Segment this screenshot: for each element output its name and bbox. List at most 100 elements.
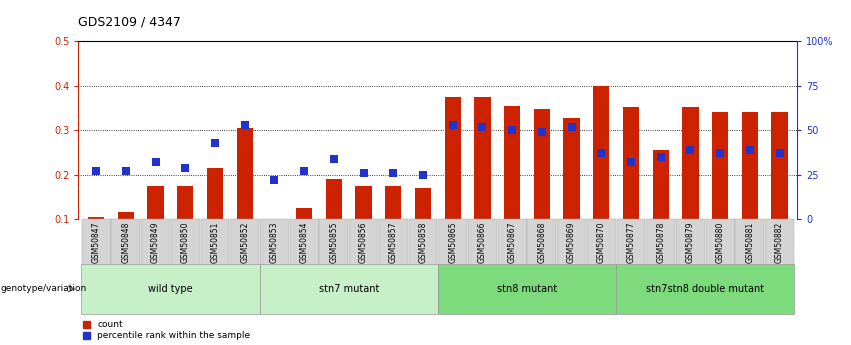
- Text: GSM50867: GSM50867: [508, 222, 517, 263]
- FancyBboxPatch shape: [616, 264, 795, 314]
- Point: [595, 150, 608, 156]
- Text: GSM50858: GSM50858: [419, 222, 427, 263]
- Text: GSM50852: GSM50852: [240, 222, 249, 263]
- Bar: [712, 111, 728, 264]
- Bar: [623, 107, 639, 264]
- FancyBboxPatch shape: [705, 219, 734, 276]
- FancyBboxPatch shape: [349, 219, 378, 276]
- FancyBboxPatch shape: [646, 219, 675, 276]
- Text: GSM50851: GSM50851: [210, 222, 220, 263]
- Point: [476, 124, 489, 129]
- Point: [238, 122, 252, 128]
- Bar: [356, 186, 372, 264]
- FancyBboxPatch shape: [141, 219, 170, 276]
- FancyBboxPatch shape: [111, 219, 140, 276]
- Point: [683, 147, 697, 152]
- Bar: [296, 208, 312, 264]
- Bar: [207, 168, 223, 264]
- Text: GSM50879: GSM50879: [686, 222, 695, 263]
- Bar: [117, 213, 134, 264]
- FancyBboxPatch shape: [201, 219, 230, 276]
- Text: GSM50869: GSM50869: [567, 222, 576, 263]
- Text: GSM50847: GSM50847: [92, 222, 100, 263]
- FancyBboxPatch shape: [557, 219, 586, 276]
- Point: [267, 177, 281, 183]
- Text: GSM50854: GSM50854: [300, 222, 309, 263]
- FancyBboxPatch shape: [379, 219, 408, 276]
- Text: GSM50882: GSM50882: [775, 222, 784, 263]
- FancyBboxPatch shape: [289, 219, 318, 276]
- Text: GSM50856: GSM50856: [359, 222, 368, 263]
- FancyBboxPatch shape: [82, 219, 111, 276]
- FancyBboxPatch shape: [171, 219, 200, 276]
- Bar: [771, 111, 788, 264]
- Text: GDS2109 / 4347: GDS2109 / 4347: [78, 16, 181, 29]
- Point: [713, 150, 727, 156]
- Text: GSM50878: GSM50878: [656, 222, 665, 263]
- Point: [179, 165, 192, 170]
- Point: [743, 147, 757, 152]
- FancyBboxPatch shape: [617, 219, 645, 276]
- Text: GSM50877: GSM50877: [626, 222, 636, 263]
- Point: [505, 128, 519, 133]
- Text: GSM50880: GSM50880: [716, 222, 725, 263]
- Point: [89, 168, 103, 174]
- Point: [327, 156, 340, 161]
- Text: GSM50853: GSM50853: [270, 222, 279, 263]
- Bar: [563, 118, 580, 264]
- Point: [624, 159, 637, 165]
- Text: GSM50849: GSM50849: [151, 222, 160, 263]
- Bar: [504, 106, 520, 264]
- Text: stn8 mutant: stn8 mutant: [497, 284, 557, 294]
- FancyBboxPatch shape: [437, 264, 616, 314]
- FancyBboxPatch shape: [260, 264, 437, 314]
- FancyBboxPatch shape: [528, 219, 557, 276]
- Bar: [177, 186, 193, 264]
- Point: [535, 129, 549, 135]
- Point: [357, 170, 370, 176]
- Bar: [593, 86, 609, 264]
- Text: wild type: wild type: [148, 284, 192, 294]
- Legend: count, percentile rank within the sample: count, percentile rank within the sample: [83, 320, 250, 341]
- FancyBboxPatch shape: [468, 219, 497, 276]
- FancyBboxPatch shape: [498, 219, 527, 276]
- Point: [416, 172, 430, 177]
- Bar: [147, 186, 163, 264]
- Bar: [474, 97, 490, 264]
- FancyBboxPatch shape: [408, 219, 437, 276]
- Bar: [534, 109, 550, 264]
- Text: GSM50866: GSM50866: [478, 222, 487, 263]
- Point: [297, 168, 311, 174]
- Bar: [444, 97, 461, 264]
- Point: [565, 124, 579, 129]
- Text: stn7stn8 double mutant: stn7stn8 double mutant: [646, 284, 764, 294]
- Point: [386, 170, 400, 176]
- Text: genotype/variation: genotype/variation: [1, 284, 87, 294]
- Bar: [237, 128, 253, 264]
- Bar: [386, 186, 402, 264]
- FancyBboxPatch shape: [676, 219, 705, 276]
- Bar: [742, 111, 758, 264]
- Text: GSM50855: GSM50855: [329, 222, 339, 263]
- Point: [773, 150, 786, 156]
- Bar: [683, 107, 699, 264]
- FancyBboxPatch shape: [319, 219, 348, 276]
- FancyBboxPatch shape: [81, 264, 260, 314]
- FancyBboxPatch shape: [438, 219, 467, 276]
- Point: [446, 122, 460, 128]
- Bar: [653, 150, 669, 264]
- Bar: [88, 217, 105, 264]
- Text: GSM50848: GSM50848: [122, 222, 130, 263]
- FancyBboxPatch shape: [260, 219, 288, 276]
- FancyBboxPatch shape: [765, 219, 794, 276]
- Point: [119, 168, 133, 174]
- FancyBboxPatch shape: [735, 219, 764, 276]
- Point: [654, 154, 667, 160]
- Text: stn7 mutant: stn7 mutant: [318, 284, 379, 294]
- Text: GSM50857: GSM50857: [389, 222, 397, 263]
- Text: GSM50868: GSM50868: [537, 222, 546, 263]
- Bar: [326, 179, 342, 264]
- Text: GSM50865: GSM50865: [448, 222, 457, 263]
- FancyBboxPatch shape: [231, 219, 259, 276]
- Bar: [266, 244, 283, 264]
